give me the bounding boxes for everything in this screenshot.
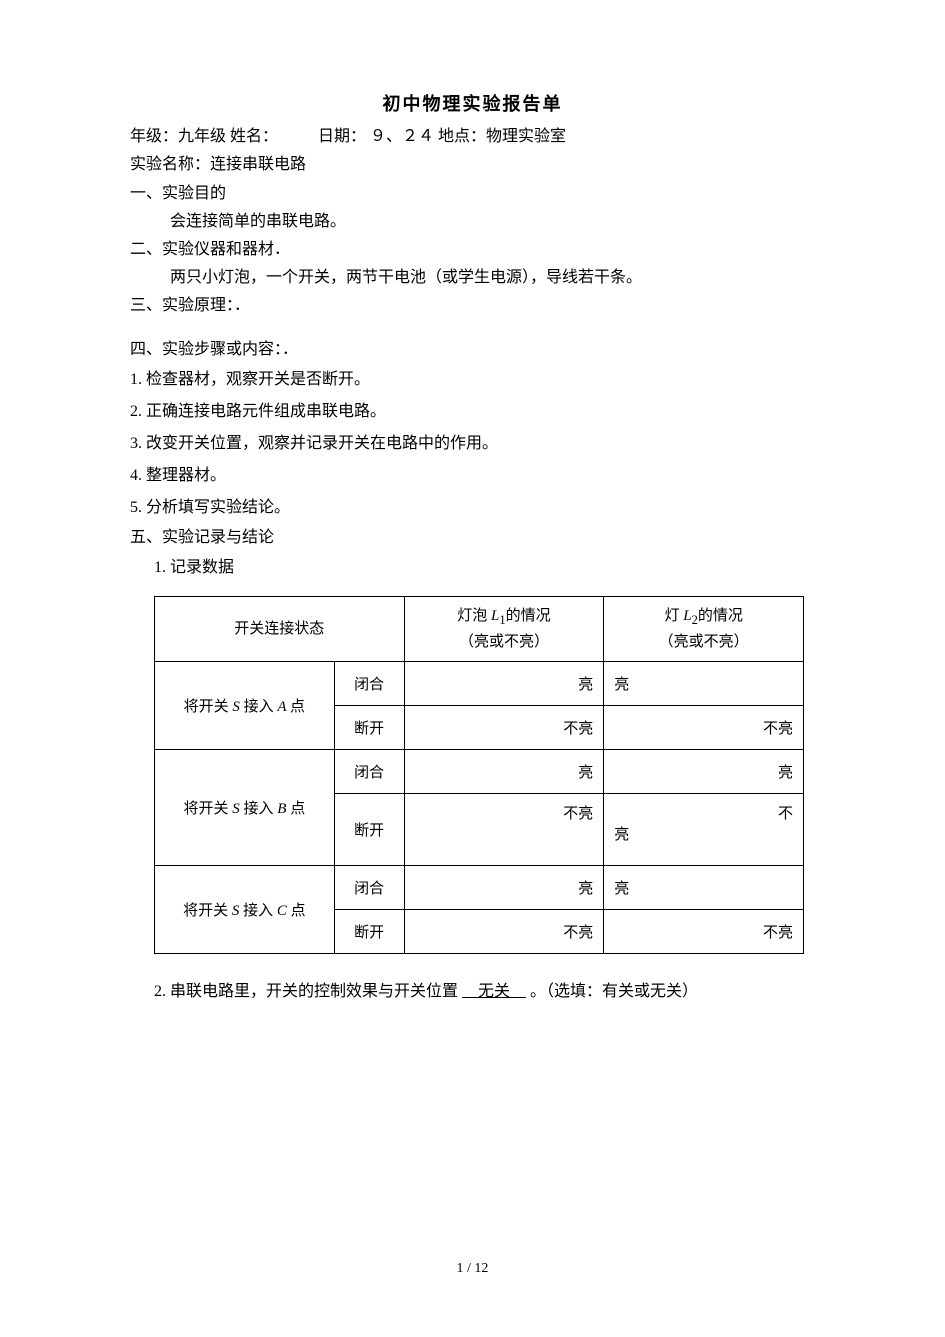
section-1-content: 会连接简单的串联电路。	[130, 208, 815, 236]
conclusion-suffix: 。（选填：有关或无关）	[530, 983, 698, 1000]
step-2: 2. 正确连接电路元件组成串联电路。	[130, 396, 815, 428]
section-2-content: 两只小灯泡，一个开关，两节干电池（或学生电源），导线若干条。	[130, 264, 815, 292]
page-title: 初中物理实验报告单	[130, 90, 815, 116]
section-5-heading: 五、实验记录与结论	[130, 524, 815, 552]
info-grade-name-date: 年级：九年级 姓名： 日期： ９、２４ 地点：物理实验室	[130, 124, 815, 150]
bulb1-cell: 亮	[404, 866, 604, 910]
section-2-heading: 二、实验仪器和器材．	[130, 236, 815, 264]
bulb2-cell: 亮	[604, 866, 804, 910]
conclusion-answer: 无关	[458, 983, 530, 1000]
state-cell-b: 将开关 S 接入 B 点	[155, 750, 335, 866]
col-header-bulb2-text2: 的情况	[698, 608, 743, 624]
switch-cell: 断开	[334, 794, 404, 866]
col-header-bulb1-text1: 灯泡	[457, 608, 487, 624]
spacer	[130, 320, 815, 336]
col-header-bulb2-line2: （亮或不亮）	[659, 634, 749, 650]
switch-cell: 断开	[334, 706, 404, 750]
conclusion-line: 2. 串联电路里，开关的控制效果与开关位置 无关 。（选填：有关或无关）	[130, 978, 815, 1006]
state-italic-point: B	[274, 801, 291, 817]
bulb2-split1: 不	[614, 802, 793, 823]
bulb2-cell: 不亮	[604, 706, 804, 750]
col-header-bulb2: 灯 L2的情况 （亮或不亮）	[604, 597, 804, 662]
data-table-wrap: 开关连接状态 灯泡 L1的情况 （亮或不亮） 灯 L2的情况 （亮或不亮） 将开…	[130, 596, 815, 954]
step-1: 1. 检查器材，观察开关是否断开。	[130, 364, 815, 396]
page-number: 1 / 12	[0, 1261, 945, 1277]
bulb2-cell: 亮	[604, 750, 804, 794]
col-header-bulb1-text2: 的情况	[506, 608, 551, 624]
state-text: 点	[290, 801, 305, 817]
table-row: 将开关 S 接入 A 点 闭合 亮 亮	[155, 662, 804, 706]
col-header-bulb1-italic: L	[487, 608, 499, 624]
state-text: 将开关	[183, 903, 228, 919]
state-text: 接入	[244, 699, 274, 715]
step-3: 3. 改变开关位置，观察并记录开关在电路中的作用。	[130, 428, 815, 460]
state-text: 将开关	[183, 801, 228, 817]
section-5-sub1: 1. 记录数据	[130, 552, 815, 584]
bulb1-cell: 不亮	[404, 706, 604, 750]
state-italic-s: S	[229, 699, 244, 715]
bulb2-split2: 亮	[614, 823, 793, 844]
state-text: 点	[291, 903, 306, 919]
state-text: 接入	[243, 903, 273, 919]
bulb2-cell: 亮	[604, 662, 804, 706]
state-text: 接入	[244, 801, 274, 817]
switch-cell: 闭合	[334, 662, 404, 706]
section-3-heading: 三、实验原理：．	[130, 292, 815, 320]
switch-cell: 断开	[334, 910, 404, 954]
bulb1-cell: 亮	[404, 662, 604, 706]
section-1-heading: 一、实验目的	[130, 180, 815, 208]
state-italic-point: A	[274, 699, 290, 715]
bulb2-cell: 不亮	[604, 910, 804, 954]
bulb1-cell: 不亮	[404, 794, 604, 866]
state-cell-a: 将开关 S 接入 A 点	[155, 662, 335, 750]
conclusion-prefix: 2. 串联电路里，开关的控制效果与开关位置	[154, 983, 458, 1000]
state-text: 点	[290, 699, 305, 715]
switch-cell: 闭合	[334, 866, 404, 910]
data-table: 开关连接状态 灯泡 L1的情况 （亮或不亮） 灯 L2的情况 （亮或不亮） 将开…	[154, 596, 804, 954]
document-page: 初中物理实验报告单 年级：九年级 姓名： 日期： ９、２４ 地点：物理实验室 实…	[0, 0, 945, 1006]
table-header-row: 开关连接状态 灯泡 L1的情况 （亮或不亮） 灯 L2的情况 （亮或不亮）	[155, 597, 804, 662]
col-header-bulb2-text1: 灯	[664, 608, 679, 624]
bulb2-cell: 不 亮	[604, 794, 804, 866]
bulb1-cell: 不亮	[404, 910, 604, 954]
bulb1-cell: 亮	[404, 750, 604, 794]
table-row: 将开关 S 接入 B 点 闭合 亮 亮	[155, 750, 804, 794]
col-header-state: 开关连接状态	[155, 597, 405, 662]
switch-cell: 闭合	[334, 750, 404, 794]
state-italic-s: S	[229, 801, 244, 817]
table-row: 将开关 S 接入 C 点 闭合 亮 亮	[155, 866, 804, 910]
state-text: 将开关	[184, 699, 229, 715]
info-experiment-name: 实验名称：连接串联电路	[130, 152, 815, 178]
col-header-bulb2-italic: L	[679, 608, 691, 624]
col-header-bulb1: 灯泡 L1的情况 （亮或不亮）	[404, 597, 604, 662]
state-italic-s: S	[228, 903, 243, 919]
step-4: 4. 整理器材。	[130, 460, 815, 492]
step-5: 5. 分析填写实验结论。	[130, 492, 815, 524]
state-cell-c: 将开关 S 接入 C 点	[155, 866, 335, 954]
section-4-heading: 四、实验步骤或内容：．	[130, 336, 815, 364]
col-header-bulb1-line2: （亮或不亮）	[459, 634, 549, 650]
state-italic-point: C	[273, 903, 291, 919]
